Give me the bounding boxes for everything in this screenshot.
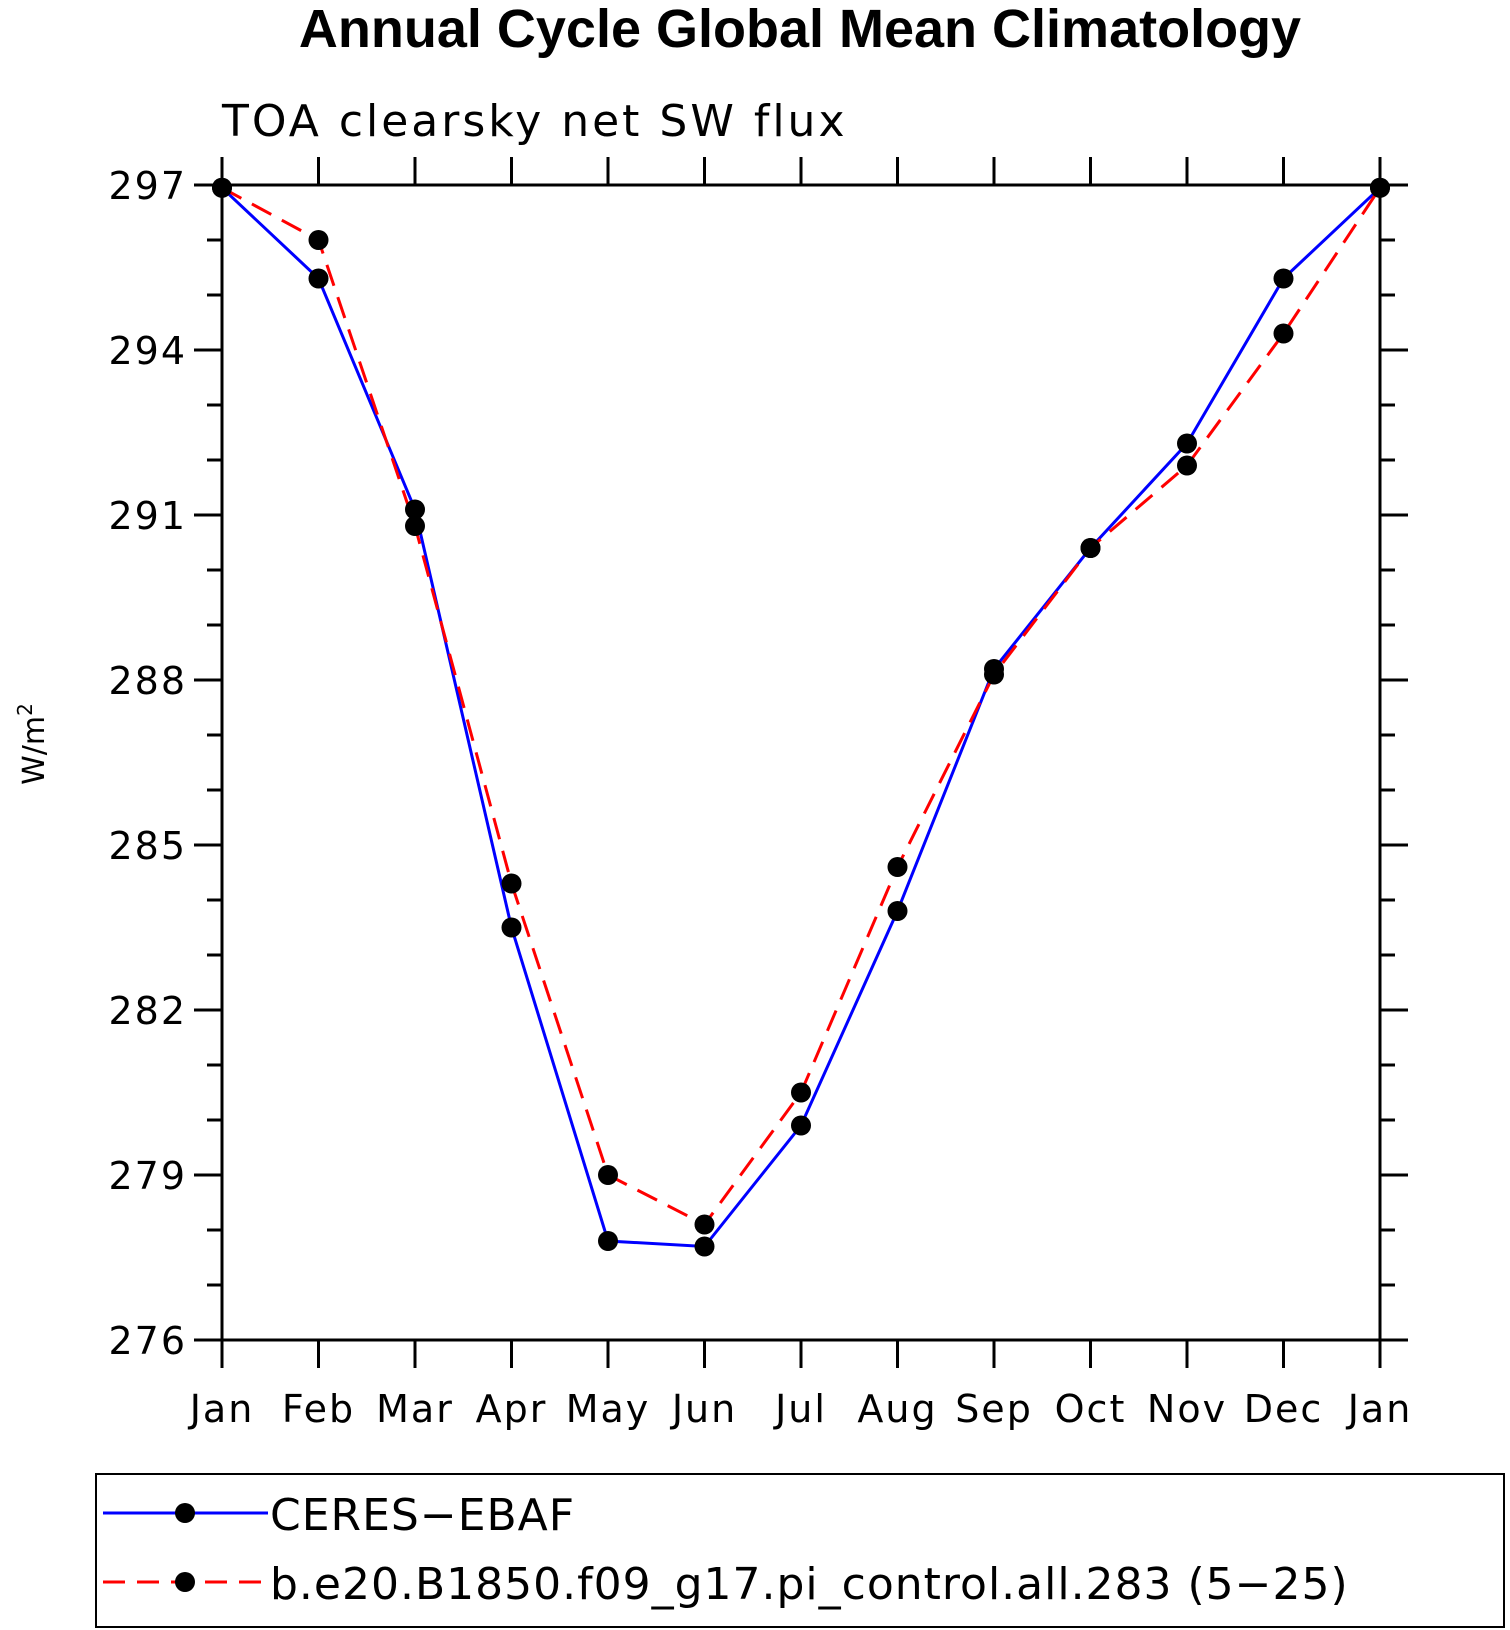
data-point-series-1 [791,1115,811,1136]
data-point-series-2 [501,873,522,894]
data-point-series-1 [501,917,522,938]
data-point-series-1 [405,499,425,520]
y-tick-label: 294 [108,329,187,373]
plot-frame [220,183,1382,1342]
x-tick-label: Dec [1244,1387,1324,1431]
data-point-series-2 [791,1082,811,1103]
y-tick-label: 285 [108,824,187,868]
y-tick-label: 276 [108,1319,187,1363]
x-tick-labels: Jan Feb Mar Apr May Jun Jul Aug Sep Oct Nov Dec Jan [188,1387,1413,1431]
x-tick-label: Jun [670,1387,737,1431]
chart-subtitle: TOA clearsky net SW flux [221,96,847,147]
x-tick-label: Oct [1055,1387,1127,1431]
y-axis-label: W/m2 [13,703,52,785]
legend-marker-series-2 [175,1572,195,1592]
data-point-series-2 [1080,538,1101,558]
data-point-series-2 [598,1165,618,1185]
data-point-series-2 [1273,323,1294,344]
legend-label-series-2: b.e20.B1850.f09_g17.pi_control.all.283 (… [270,1559,1349,1610]
y-tick-labels: 276 279 282 285 288 291 294 297 [108,164,187,1363]
x-tick-label: Apr [476,1387,548,1431]
y-axis-label-superscript: 2 [13,703,37,716]
data-point-series-2 [887,857,908,877]
x-tick-label: Sep [955,1387,1033,1431]
x-tick-label: Aug [857,1387,937,1431]
x-tick-label: Jan [1346,1387,1413,1431]
data-point-series-1 [1177,433,1197,454]
x-tick-label: Feb [282,1387,355,1431]
data-point-series-2 [1370,177,1390,198]
data-point-series-2 [308,230,329,250]
x-tick-label: Jul [773,1387,827,1431]
legend-label-series-1: CERES−EBAF [270,1490,575,1541]
chart-title: Annual Cycle Global Mean Climatology [299,0,1301,59]
x-tick-label: Mar [376,1387,454,1431]
legend-box [95,1473,1505,1628]
data-point-series-1 [598,1231,618,1251]
data-point-series-2 [1177,455,1197,476]
y-tick-label: 297 [108,164,187,208]
x-tick-label: May [566,1387,651,1431]
y-tick-label: 282 [108,989,187,1033]
data-point-series-1 [308,268,329,289]
data-point-series-1 [1273,268,1294,289]
x-tick-label: Jan [188,1387,255,1431]
legend-marker-series-1 [175,1503,195,1523]
data-point-series-2 [405,516,425,536]
svg-text:W/m2: W/m2 [13,703,52,785]
data-point-series-1 [694,1236,715,1257]
y-tick-label: 291 [108,494,187,538]
data-point-series-2 [212,177,232,198]
data-point-series-1 [887,901,908,921]
legend: CERES−EBAF b.e20.B1850.f09_g17.pi_contro… [95,1473,1505,1628]
y-tick-label: 279 [108,1154,187,1198]
data-point-series-2 [694,1214,715,1235]
y-tick-label: 288 [108,659,187,703]
series-line-2 [221,186,1382,1227]
x-tick-label: Nov [1147,1387,1227,1431]
series-points [212,177,1390,1257]
axis-ticks [194,157,1408,1368]
y-axis-label-text: W/m [17,716,52,785]
data-point-series-2 [984,664,1004,685]
